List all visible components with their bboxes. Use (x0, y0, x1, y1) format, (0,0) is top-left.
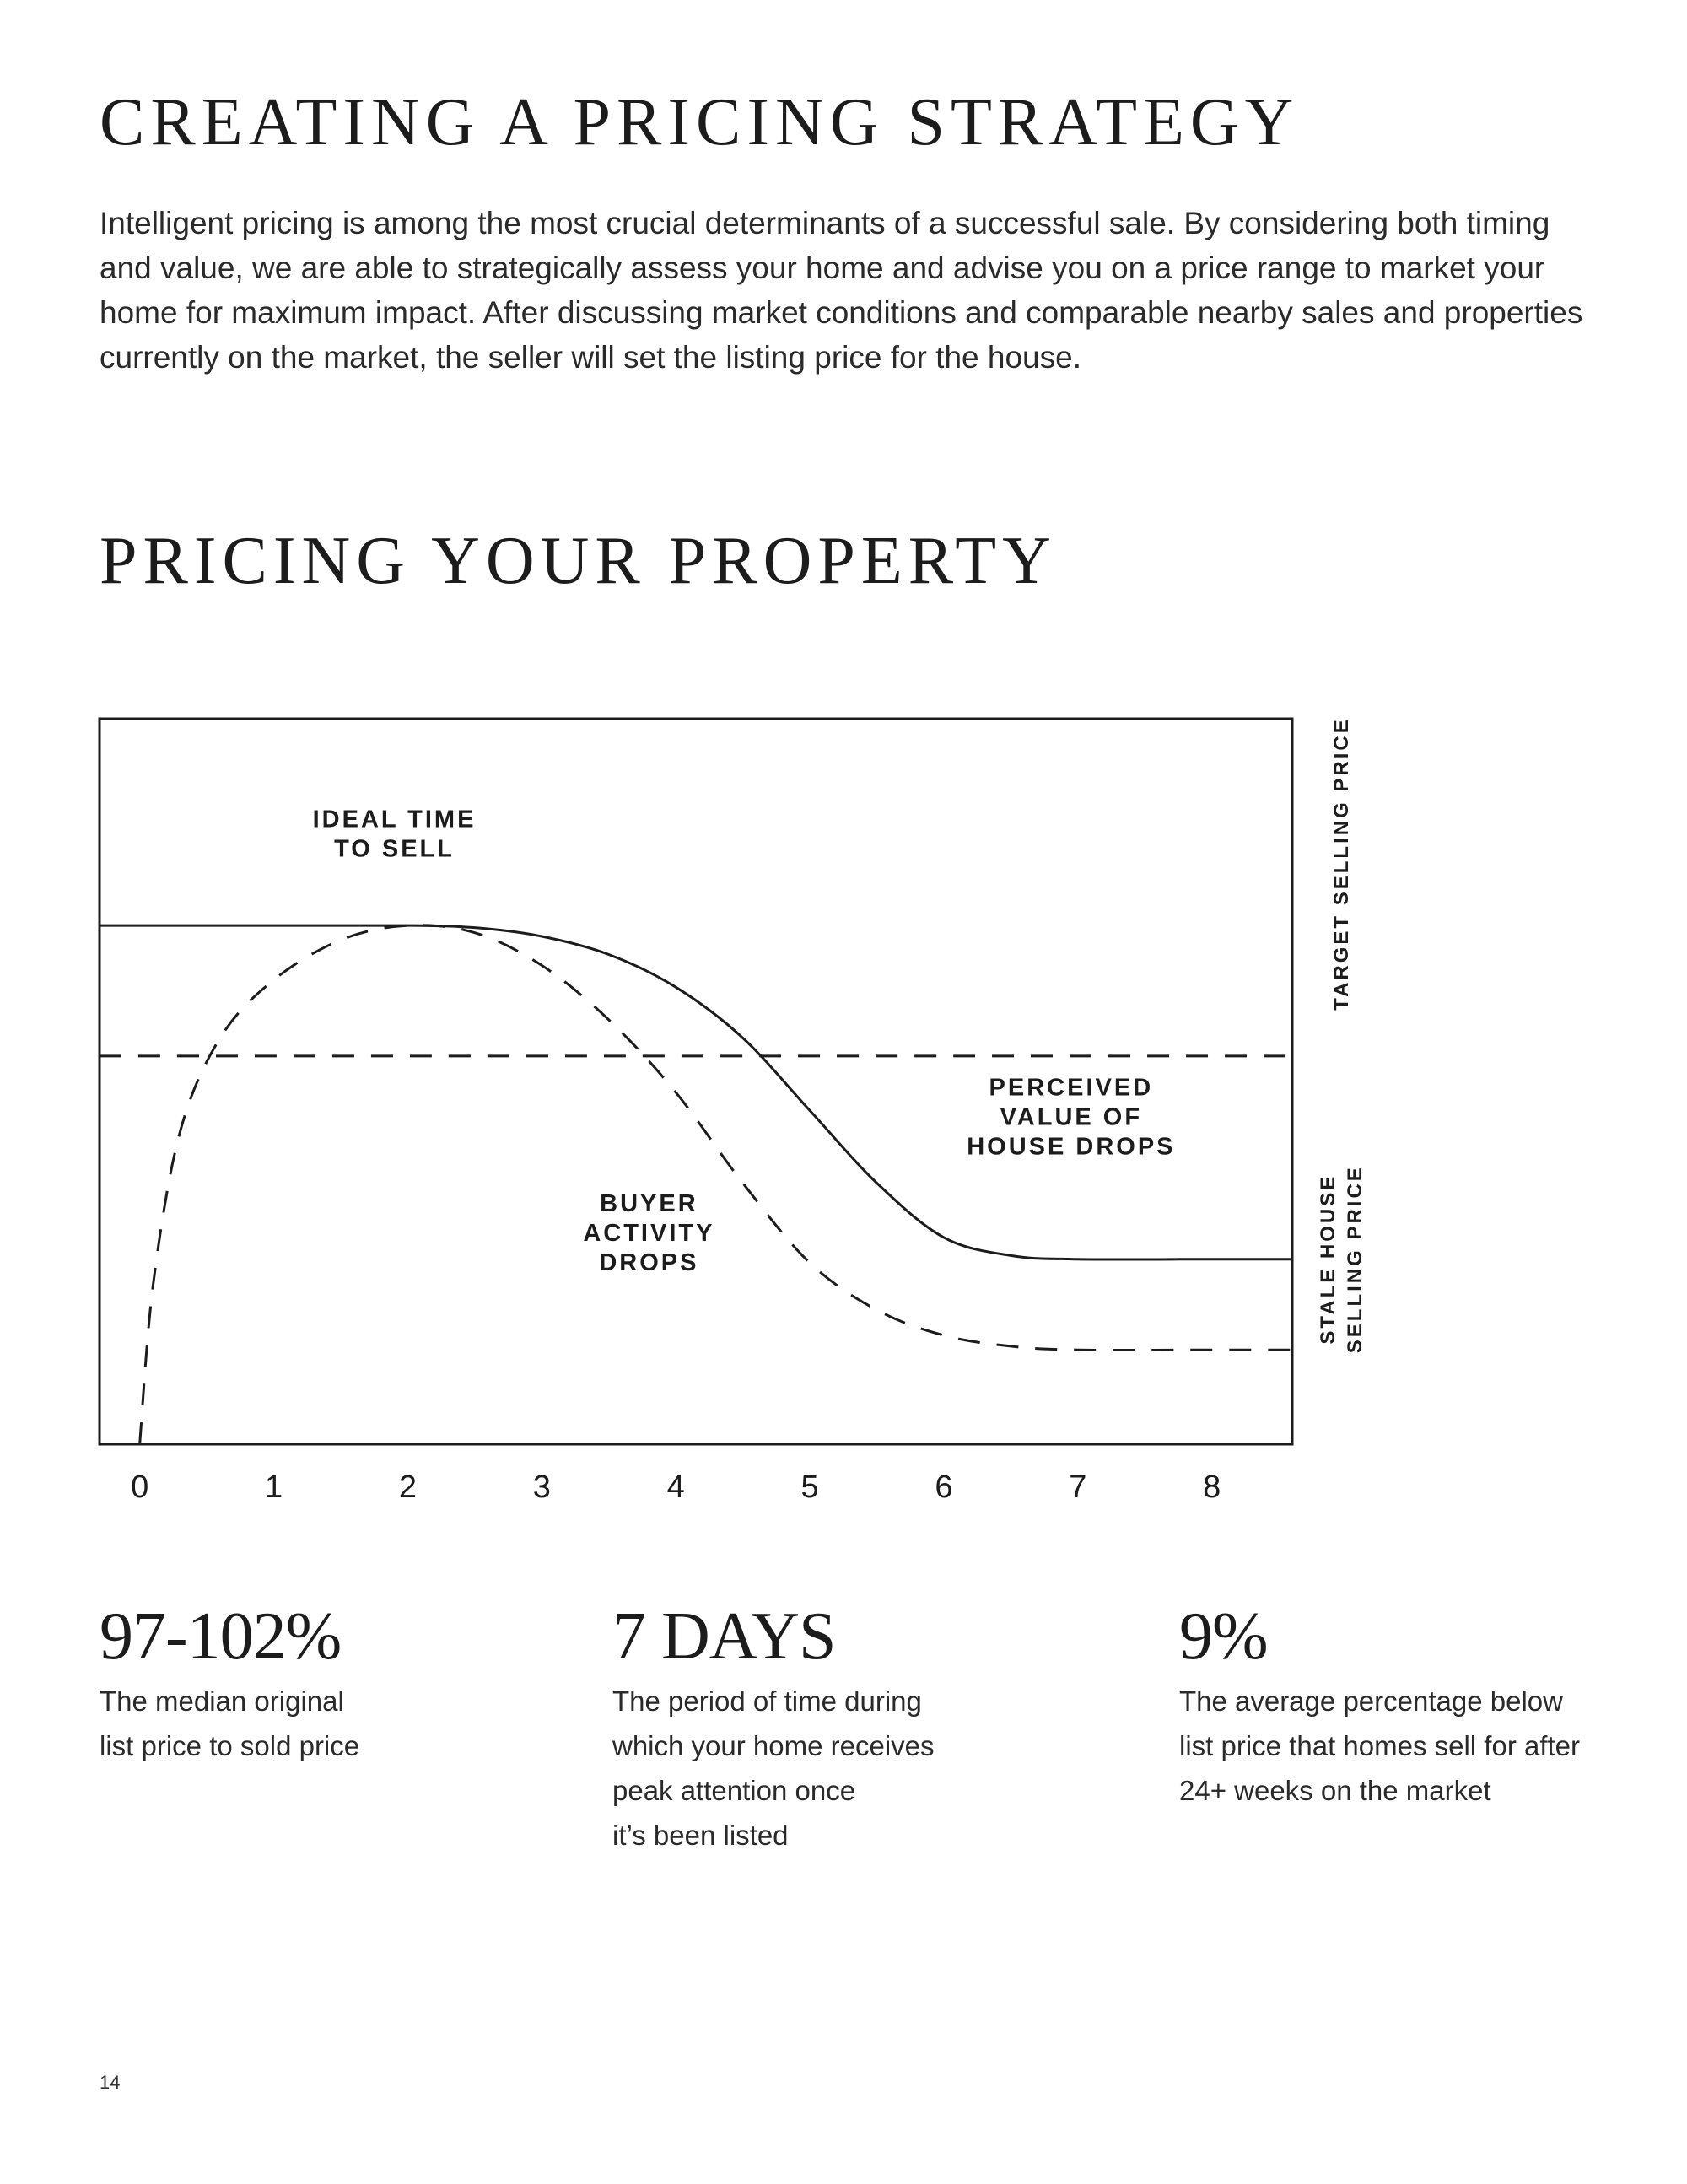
chart-annotation-1: PERCEIVED (989, 1075, 1154, 1102)
intro-paragraph: Intelligent pricing is among the most cr… (100, 206, 1583, 375)
stat-description-below-list: The average percentage below list price … (1179, 1685, 1581, 1806)
plot-frame (98, 717, 1294, 1446)
stat-value-peak-days: 7 DAYS (612, 1599, 836, 1674)
right-axis-label-1: STALE HOUSE (1317, 1174, 1339, 1345)
x-tick-label: 2 (399, 1469, 417, 1505)
stat-description-price-ratio: The median original list price to sold p… (100, 1685, 360, 1761)
chart-annotation-0: TO SELL (334, 836, 455, 863)
chart-annotation-1: VALUE OF (1000, 1104, 1142, 1131)
stat-description-peak-days: The period of time during which your hom… (612, 1685, 935, 1851)
pricing-chart: 0 1 2 3 4 5 6 7 8 IDEAL TIME TO SELL PERCEIVEDVALUE… (98, 717, 1366, 1505)
x-tick-label: 4 (667, 1469, 685, 1505)
x-tick-label: 0 (131, 1469, 148, 1505)
chart-annotation-0: IDEAL TIME (313, 806, 477, 833)
section-title-pricing-strategy: CREATING A PRICING STRATEGY (100, 85, 1300, 159)
section-title-pricing-property: PRICING YOUR PROPERTY (100, 524, 1057, 598)
x-tick-label: 6 (935, 1469, 952, 1505)
right-axis-label-0: TARGET SELLING PRICE (1330, 717, 1353, 1011)
chart-annotation-1: HOUSE DROPS (967, 1134, 1175, 1161)
series-line-buyer-activity (138, 924, 1292, 1445)
x-tick-label: 7 (1069, 1469, 1086, 1505)
stat-value-price-ratio: 97-102% (100, 1599, 342, 1674)
page-number: 14 (100, 2072, 121, 2093)
x-tick-label: 8 (1203, 1469, 1221, 1505)
x-tick-label: 5 (800, 1469, 818, 1505)
x-tick-label: 1 (265, 1469, 283, 1505)
stat-value-below-list: 9% (1179, 1599, 1269, 1674)
x-tick-label: 3 (533, 1469, 551, 1505)
chart-annotation-2: DROPS (599, 1249, 698, 1276)
right-axis-label-1: SELLING PRICE (1344, 1165, 1366, 1353)
chart-annotation-2: BUYER (600, 1190, 698, 1217)
chart-annotation-2: ACTIVITY (583, 1220, 714, 1247)
